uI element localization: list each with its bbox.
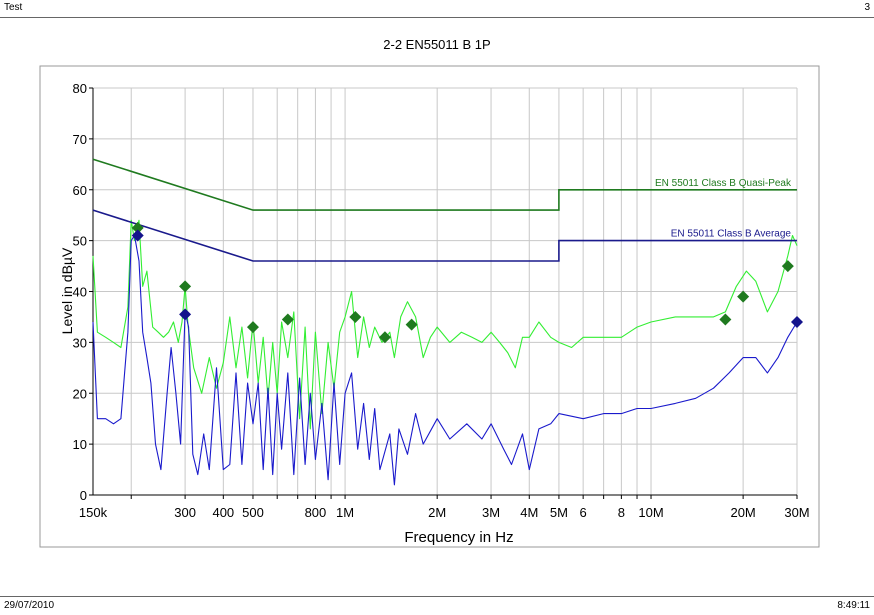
x-tick-label: 8 [618, 505, 625, 520]
chart-frame [39, 65, 820, 548]
y-axis-label: Level in dBµV [59, 247, 75, 334]
limit-line-label: EN 55011 Class B Average [671, 229, 792, 240]
x-tick-label: 5M [550, 505, 568, 520]
series-line-1 [92, 234, 798, 486]
x-tick-label: 10M [638, 505, 663, 520]
marker-diamond [246, 321, 259, 334]
y-tick-label: 0 [80, 488, 87, 503]
y-tick-label: 20 [73, 386, 87, 401]
x-tick-label: 1M [336, 505, 354, 520]
chart-title: 2-2 EN55011 B 1P [383, 37, 490, 52]
grid-layer [93, 87, 798, 496]
limit-line-0 [92, 158, 797, 211]
marker-diamond [349, 310, 362, 323]
marker-diamond [791, 316, 803, 329]
axis-layer: 0 10 20 30 40 50 60 70 80 150k 300 400 500 800 1M 2M 3M 4… [73, 81, 810, 520]
footer-divider [0, 596, 874, 597]
limit-layer: EN 55011 Class B Quasi-Peak EN 55011 Clas… [92, 158, 797, 262]
marker-diamond [131, 229, 144, 242]
header-title: Test [4, 2, 23, 13]
series-line-0 [92, 219, 798, 430]
page-number: 3 [864, 2, 870, 13]
x-tick-label: 150k [79, 505, 108, 520]
marker-diamond [281, 313, 294, 326]
header-divider [0, 17, 874, 18]
x-tick-label: 30M [784, 505, 809, 520]
y-tick-label: 60 [73, 183, 87, 198]
x-axis-label: Frequency in Hz [404, 529, 513, 546]
marker-diamond [719, 313, 732, 326]
series-layer [92, 219, 798, 486]
footer-time: 8:49:11 [837, 600, 870, 611]
marker-diamond [179, 308, 192, 321]
x-tick-label: 3M [482, 505, 500, 520]
y-tick-label: 40 [73, 285, 87, 300]
x-tick-label: 2M [428, 505, 446, 520]
marker-diamond [131, 221, 144, 234]
y-tick-label: 70 [73, 132, 87, 147]
x-tick-label: 300 [174, 505, 196, 520]
limit-line-1 [92, 209, 797, 262]
marker-diamond [405, 318, 418, 331]
footer-date: 29/07/2010 [4, 600, 55, 611]
y-tick-label: 50 [73, 234, 87, 249]
x-tick-label: 6 [580, 505, 587, 520]
y-tick-label: 80 [73, 81, 87, 96]
x-tick-label: 800 [305, 505, 327, 520]
marker-layer [131, 221, 803, 344]
marker-diamond [781, 260, 794, 273]
x-tick-label: 400 [212, 505, 234, 520]
y-tick-label: 10 [73, 437, 87, 452]
marker-diamond [737, 290, 750, 303]
x-tick-label: 20M [730, 505, 755, 520]
x-tick-label: 500 [242, 505, 264, 520]
y-tick-label: 30 [73, 335, 87, 350]
marker-diamond [378, 331, 391, 344]
marker-diamond [179, 280, 192, 293]
x-tick-label: 4M [520, 505, 538, 520]
limit-line-label: EN 55011 Class B Quasi-Peak [655, 178, 792, 189]
